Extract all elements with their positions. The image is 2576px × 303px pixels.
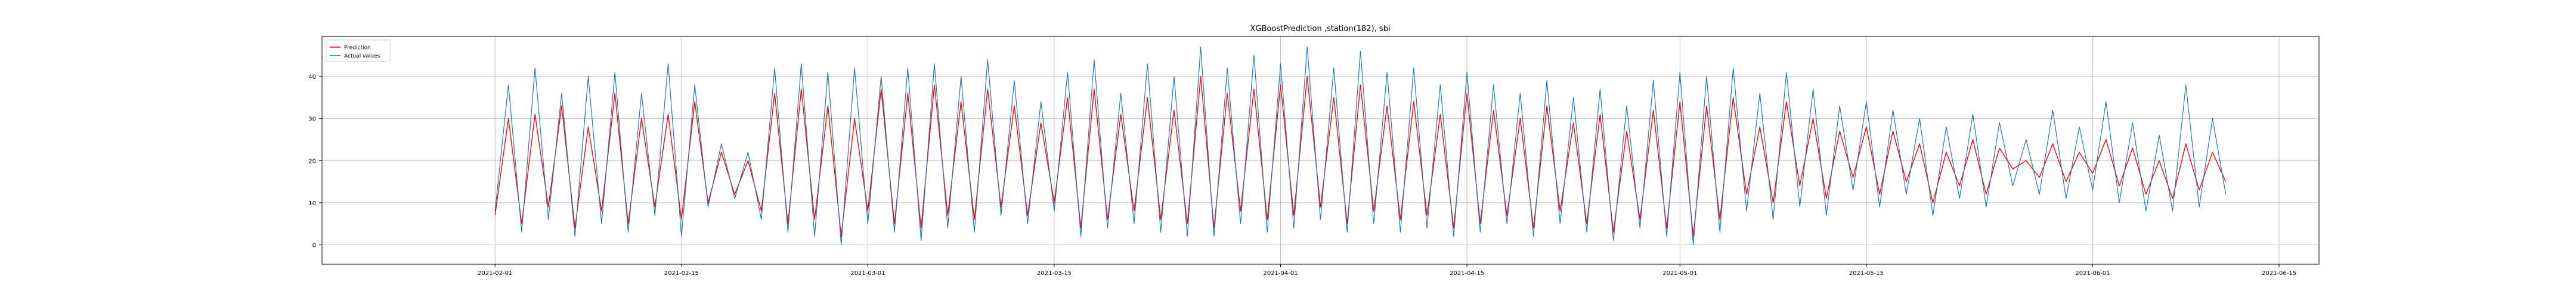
chart-title: XGBoostPrediction ,station(182), sbi: [1250, 24, 1390, 33]
legend: Prediction Actual values: [326, 39, 391, 62]
series-line-actual-values: [494, 47, 2227, 246]
x-tick-label: 2021-05-15: [1849, 270, 1884, 277]
plot-frame: [321, 36, 2320, 265]
x-tick-label: 2021-03-15: [1037, 270, 1072, 277]
x-tick-label: 2021-02-15: [664, 270, 699, 277]
x-tick-label: 2021-04-15: [1450, 270, 1484, 277]
y-tick-label: 30: [308, 116, 316, 123]
x-tick-label: 2021-06-15: [2262, 270, 2296, 277]
y-tick-label: 10: [308, 200, 316, 207]
y-axis: 0 10 20 30 40: [308, 74, 322, 249]
legend-label: Actual values: [344, 54, 380, 60]
y-tick-label: 40: [308, 74, 316, 81]
series-layer: [494, 47, 2227, 246]
x-axis: 2021-02-01 2021-02-15 2021-03-01 2021-03-15…: [478, 264, 2296, 277]
x-tick-label: 2021-05-01: [1662, 270, 1697, 277]
x-tick-label: 2021-04-01: [1263, 270, 1298, 277]
y-tick-label: 0: [312, 243, 316, 249]
legend-label: Prediction: [344, 45, 371, 51]
x-tick-label: 2021-03-01: [850, 270, 885, 277]
x-tick-label: 2021-02-01: [478, 270, 512, 277]
y-tick-label: 20: [308, 158, 316, 165]
x-tick-label: 2021-06-01: [2075, 270, 2110, 277]
legend-box: [326, 39, 391, 62]
